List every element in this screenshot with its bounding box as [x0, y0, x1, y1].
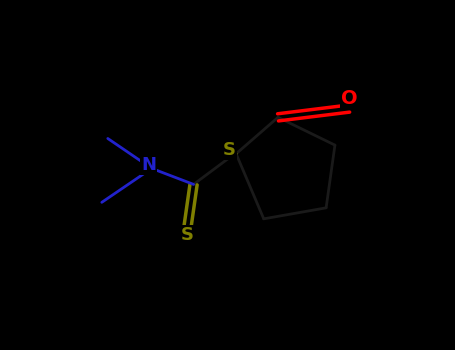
Text: O: O [341, 89, 358, 108]
Text: S: S [223, 141, 236, 160]
Text: N: N [141, 156, 156, 174]
Text: S: S [181, 226, 194, 244]
